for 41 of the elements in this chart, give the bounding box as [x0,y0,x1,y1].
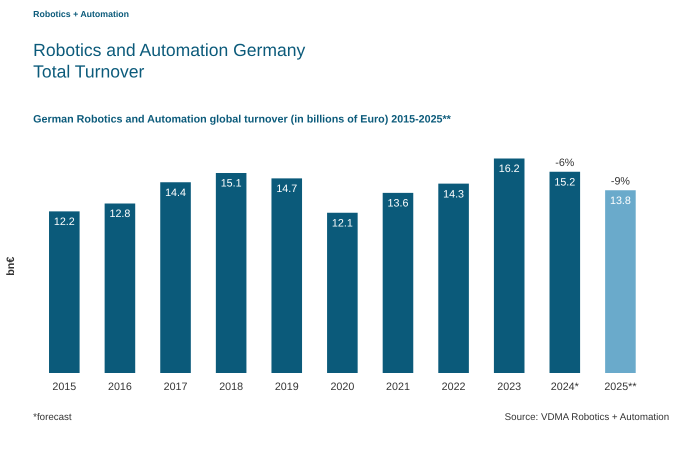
bar [216,173,246,374]
data-label: 14.3 [443,188,464,200]
x-tick-label: 2024* [550,381,579,394]
source-note: Source: VDMA Robotics + Automation [504,412,670,423]
x-tick-label: 2015 [52,381,76,394]
y-axis-title: bn€ [5,256,18,276]
data-label: 12.2 [54,216,75,228]
text: *forecast [33,412,72,423]
x-tick-label: 2021 [386,381,410,394]
chart-subtitle: German Robotics and Automation global turnover (in billions of Euro) 2015-2025** [33,113,452,126]
bar [49,211,80,374]
x-tick-label: 2018 [219,381,244,394]
bar [550,172,580,374]
annotation: -9% [610,175,630,188]
x-tick-label: 2020 [330,381,354,394]
bar [438,184,469,374]
data-label: 16.2 [498,163,520,176]
bar [271,178,302,374]
x-tick-label: 2016 [108,381,132,394]
data-label: 12.8 [109,208,130,220]
data-label: 13.8 [610,194,631,207]
x-tick-label: 2022 [442,381,466,394]
data-label: 15.2 [554,176,576,188]
data-label: 14.4 [165,186,186,199]
bar [327,212,358,374]
annotation: -6% [555,156,575,169]
x-tick-label: 2019 [274,381,299,394]
bar [160,182,191,374]
data-label: 13.6 [388,198,408,210]
data-label: 14.7 [276,182,298,195]
text: Robotics + Automation [33,9,130,20]
x-tick-label: 2017 [164,381,188,394]
x-tick-label: 2023 [497,381,522,394]
data-label: 15.1 [220,178,242,190]
data-label: 12.1 [332,217,353,230]
bar [605,190,636,374]
bar [382,192,414,374]
x-tick-label: 2025** [604,381,637,394]
bar [494,158,524,374]
bar [104,203,136,374]
chart-title: Robotics and Automation Germany Total Turnover [33,40,306,82]
